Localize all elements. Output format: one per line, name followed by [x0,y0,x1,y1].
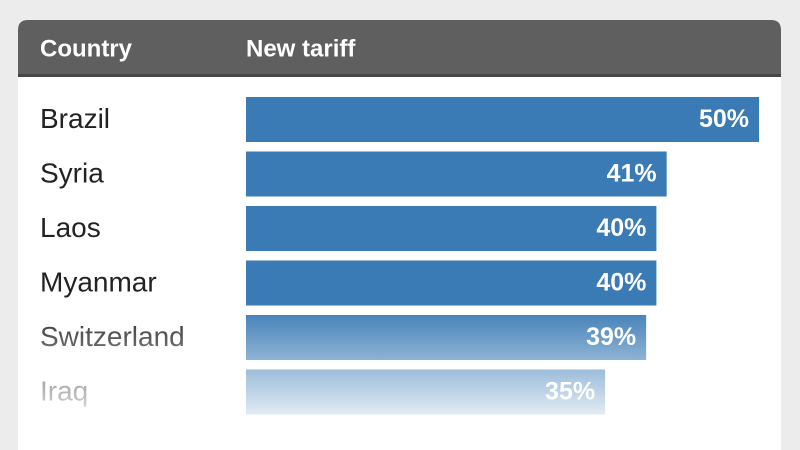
value-label: 50% [699,105,749,133]
value-label: 41% [607,160,657,188]
value-header: New tariff [246,35,356,62]
category-label: Laos [40,212,101,243]
bar [246,206,657,251]
category-label: Syria [40,157,104,188]
category-header: Country [40,35,133,62]
category-label: Brazil [40,103,110,134]
value-label: 40% [596,214,646,242]
fade-overlay [18,290,781,450]
header-bar [18,20,781,76]
bar [246,97,759,142]
header-rule [18,74,781,77]
bar [246,151,667,197]
